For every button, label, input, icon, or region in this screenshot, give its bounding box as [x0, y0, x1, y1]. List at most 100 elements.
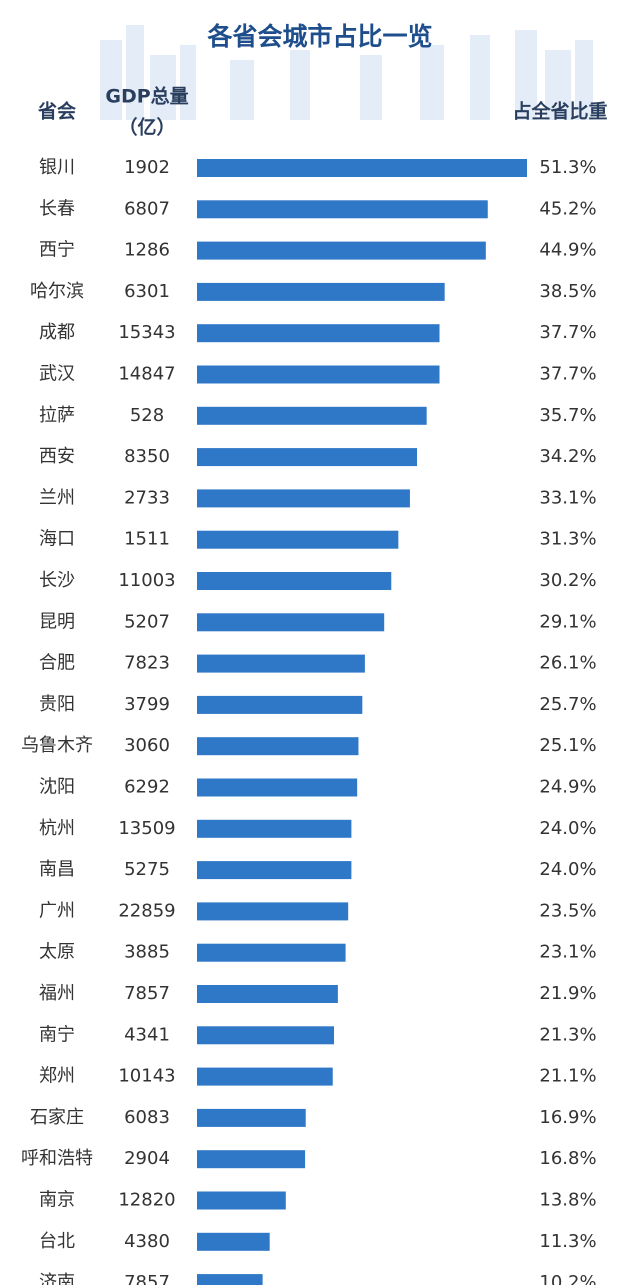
bar — [197, 613, 385, 632]
gdp-value: 15343 — [118, 322, 175, 343]
category-label: 济南 — [39, 1272, 75, 1285]
gdp-value: 13509 — [118, 818, 175, 839]
gdp-value: 8350 — [124, 446, 170, 467]
category-label: 西宁 — [39, 240, 75, 261]
bar — [197, 1232, 270, 1251]
value-label: 51.3% — [539, 157, 596, 178]
category-label: 哈尔滨 — [30, 281, 84, 302]
category-label: 沈阳 — [39, 777, 75, 798]
bar — [197, 985, 338, 1003]
category-label: 兰州 — [39, 487, 75, 508]
value-label: 29.1% — [539, 611, 596, 632]
value-label: 16.9% — [539, 1107, 596, 1128]
gdp-value: 6083 — [124, 1107, 170, 1128]
bar — [197, 819, 352, 838]
category-label: 成都 — [39, 322, 75, 343]
bar — [197, 943, 346, 962]
category-label: 台北 — [39, 1231, 75, 1252]
value-label: 16.8% — [539, 1148, 596, 1169]
gdp-value: 1511 — [124, 529, 170, 550]
value-label: 21.3% — [539, 1024, 596, 1045]
category-label: 贵阳 — [39, 694, 75, 715]
category-label: 西安 — [39, 446, 75, 467]
category-label: 杭州 — [39, 818, 75, 839]
value-label: 24.0% — [539, 859, 596, 880]
bar — [197, 241, 486, 260]
value-label: 21.9% — [539, 983, 596, 1004]
bar — [197, 1108, 306, 1127]
gdp-value: 6807 — [124, 198, 170, 219]
value-label: 25.7% — [539, 694, 596, 715]
gdp-value: 6301 — [124, 281, 170, 302]
value-label: 11.3% — [539, 1231, 596, 1252]
value-label: 44.9% — [539, 240, 596, 261]
bar — [197, 1274, 263, 1285]
category-label: 长沙 — [39, 570, 75, 591]
bar — [197, 406, 427, 425]
gdp-value: 1902 — [124, 157, 170, 178]
bar — [197, 282, 445, 301]
value-label: 23.1% — [539, 942, 596, 963]
bar — [197, 572, 392, 590]
bar — [197, 530, 399, 549]
category-label: 拉萨 — [39, 405, 75, 426]
bar — [197, 159, 527, 177]
bar — [197, 778, 358, 797]
bar — [197, 1026, 335, 1045]
value-label: 31.3% — [539, 529, 596, 550]
category-label: 南宁 — [39, 1024, 75, 1045]
column-header: 省会 — [37, 100, 76, 123]
category-label: 呼和浩特 — [21, 1148, 93, 1169]
bar — [197, 200, 488, 219]
bar — [197, 902, 349, 921]
category-label: 海口 — [39, 529, 75, 550]
category-label: 昆明 — [39, 611, 75, 632]
gdp-value: 1286 — [124, 240, 170, 261]
gdp-value: 4341 — [124, 1024, 170, 1045]
skyline-decoration — [100, 25, 593, 120]
category-label: 南昌 — [39, 859, 75, 880]
gdp-value: 3799 — [124, 694, 170, 715]
value-label: 30.2% — [539, 570, 596, 591]
bar — [197, 737, 359, 756]
category-label: 武汉 — [39, 364, 75, 385]
category-label: 广州 — [39, 900, 75, 921]
gdp-value: 5275 — [124, 859, 170, 880]
column-header: （亿） — [118, 116, 175, 139]
category-label: 合肥 — [39, 653, 75, 674]
value-label: 21.1% — [539, 1066, 596, 1087]
value-label: 26.1% — [539, 653, 596, 674]
value-label: 34.2% — [539, 446, 596, 467]
gdp-value: 5207 — [124, 611, 170, 632]
gdp-value: 22859 — [118, 900, 175, 921]
value-label: 35.7% — [539, 405, 596, 426]
value-label: 33.1% — [539, 487, 596, 508]
bar — [197, 365, 440, 384]
gdp-value: 2904 — [124, 1148, 170, 1169]
category-label: 太原 — [39, 942, 75, 963]
gdp-value: 7857 — [124, 1272, 170, 1285]
value-label: 37.7% — [539, 364, 596, 385]
bar — [197, 1191, 286, 1210]
gdp-value: 6292 — [124, 777, 170, 798]
value-label: 45.2% — [539, 198, 596, 219]
category-label: 乌鲁木齐 — [21, 735, 93, 756]
category-label: 南京 — [39, 1190, 75, 1211]
value-label: 37.7% — [539, 322, 596, 343]
chart-title: 各省会城市占比一览 — [206, 22, 432, 51]
gdp-value: 14847 — [118, 364, 175, 385]
column-header: 占全省比重 — [512, 100, 607, 123]
bar — [197, 1067, 333, 1086]
column-header: GDP总量 — [105, 85, 188, 108]
value-label: 23.5% — [539, 900, 596, 921]
gdp-value: 10143 — [118, 1066, 175, 1087]
bar — [197, 654, 365, 673]
value-label: 25.1% — [539, 735, 596, 756]
value-label: 13.8% — [539, 1190, 596, 1211]
value-label: 24.0% — [539, 818, 596, 839]
gdp-value: 7857 — [124, 983, 170, 1004]
bar — [197, 448, 417, 467]
category-label: 福州 — [39, 983, 75, 1004]
